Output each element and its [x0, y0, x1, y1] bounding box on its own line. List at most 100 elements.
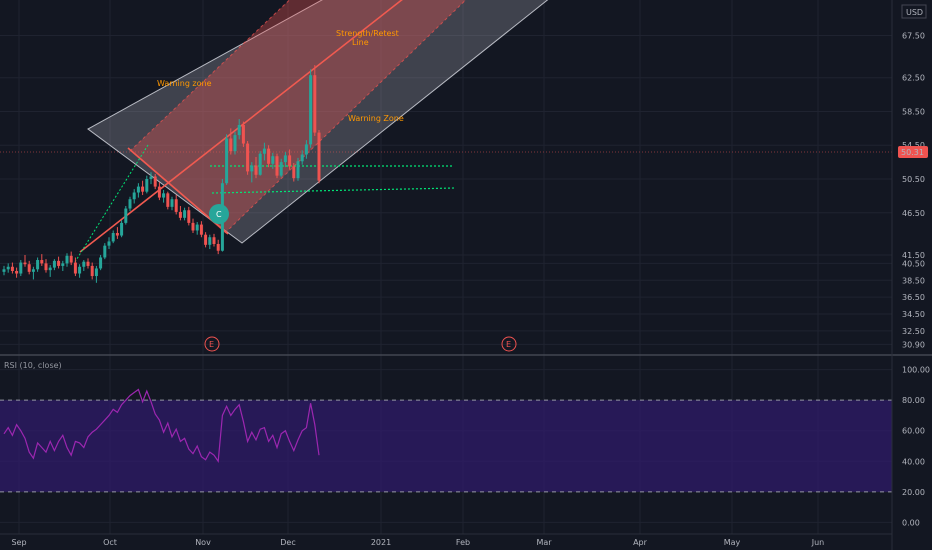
candle-body [107, 241, 111, 246]
candle-up [132, 189, 136, 204]
time-tick-label: Nov [195, 538, 211, 547]
time-tick-label: Jun [811, 538, 825, 547]
candle-body [275, 156, 279, 176]
currency-text: USD [906, 8, 923, 17]
candle-body [300, 154, 304, 162]
price-tick-label: 41.50 [902, 251, 925, 260]
candle-down [90, 262, 94, 280]
candle-body [23, 262, 27, 265]
candle-down [267, 145, 271, 168]
candle-up [94, 265, 98, 283]
time-tick-label: Dec [280, 538, 295, 547]
candle-body [246, 143, 250, 172]
candle-body [149, 176, 153, 179]
candle-body [157, 186, 161, 198]
rsi-axis[interactable]: 100.00 80.00 60.00 40.00 20.00 0.00 [902, 366, 930, 528]
candle-down [141, 180, 145, 196]
candle-body [65, 255, 69, 264]
candle-body [183, 210, 187, 218]
candle-up [309, 69, 313, 148]
candle-body [178, 211, 182, 218]
candle-down [199, 221, 203, 238]
candle-body [296, 161, 300, 179]
candle-up [225, 134, 229, 185]
candle-body [115, 233, 119, 236]
candle-body [27, 264, 31, 272]
candle-body [44, 263, 48, 271]
candle-body [262, 148, 266, 154]
candle-body [292, 166, 296, 179]
candle-body [204, 234, 208, 245]
candle-up [296, 157, 300, 181]
candle-body [40, 260, 44, 264]
candle-down [15, 267, 19, 278]
candle-down [44, 259, 48, 273]
rsi-tick-label: 40.00 [902, 457, 925, 466]
earnings-marker-label: E [209, 340, 214, 349]
candle-body [288, 155, 292, 167]
time-axis[interactable]: Sep Oct Nov Dec 2021 Feb Mar Apr May Jun [11, 538, 824, 547]
price-axis[interactable]: 67.50 62.50 58.50 54.50 50.50 46.50 41.5040.50… [902, 32, 925, 350]
time-tick-label: Mar [536, 538, 552, 547]
last-price-tag-box [898, 146, 928, 158]
candle-down [191, 218, 195, 234]
candle-body [111, 233, 115, 242]
warning-zone-label-lower: Warning Zone [348, 114, 404, 123]
rsi-tick-label: 80.00 [902, 396, 925, 405]
candle-down [292, 162, 296, 182]
cursor-marker[interactable]: C [209, 204, 229, 224]
candle-up [2, 265, 6, 276]
candle-body [309, 75, 313, 145]
candle-body [19, 262, 23, 274]
rsi-indicator-title[interactable]: RSI (10, close) [4, 361, 62, 370]
candle-up [52, 259, 56, 271]
candle-body [90, 265, 94, 277]
trend-green-dotted [74, 144, 149, 263]
earnings-marker-label: E [506, 340, 511, 349]
candle-up [99, 254, 103, 271]
candle-body [162, 193, 166, 198]
candle-body [86, 261, 90, 266]
candle-body [36, 260, 40, 270]
currency-box [901, 4, 927, 19]
candle-up [6, 263, 10, 273]
candle-body [48, 267, 52, 271]
candle-down [73, 257, 77, 277]
strength-retest-label-1: Strength/Retest [336, 29, 399, 38]
candle-up [279, 158, 283, 178]
warning-zone-band [87, 0, 549, 244]
price-tick-label: 67.50 [902, 32, 925, 41]
time-tick-label: 2021 [371, 538, 391, 547]
candle-up [82, 260, 86, 271]
candle-body [99, 257, 103, 269]
earnings-marker-jan[interactable]: E [501, 336, 517, 352]
candle-body [229, 138, 233, 152]
candle-down [241, 121, 245, 147]
candle-body [57, 260, 61, 266]
candle-up [61, 260, 65, 271]
candle-body [208, 237, 212, 245]
candle-up [195, 222, 199, 235]
candle-body [136, 186, 140, 193]
time-tick-label: May [724, 538, 741, 547]
candle-down [10, 262, 14, 274]
price-tick-label: 32.50 [902, 327, 925, 336]
cursor-marker-circle [209, 204, 229, 224]
candle-down [204, 232, 208, 248]
candle-down [23, 254, 27, 267]
last-price-tag: 50.31 [898, 146, 928, 158]
earnings-marker-nov[interactable]: E [204, 336, 220, 352]
candle-up [304, 140, 308, 159]
strength-retest-channel [130, 0, 466, 233]
candle-down [115, 227, 119, 239]
candle-up [31, 266, 35, 280]
candle-down [27, 260, 31, 275]
candle-up [128, 196, 132, 212]
candle-down [246, 141, 250, 175]
candle-up [262, 142, 266, 161]
candle-body [78, 266, 82, 274]
warning-zone-label-upper: Warning zone [157, 79, 212, 88]
candle-up [233, 131, 237, 155]
candle-down [40, 254, 44, 266]
